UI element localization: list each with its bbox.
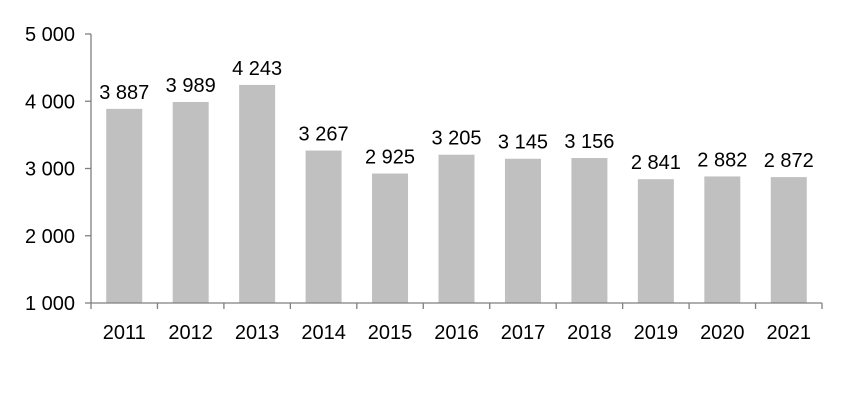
bar-2018 [571,158,608,303]
y-tick-label-5000: 5 000 [25,24,75,46]
bar-2016 [438,154,475,303]
y-tick-label-4000: 4 000 [25,91,75,113]
data-label-2013: 4 243 [232,58,282,80]
x-tick-label-2013: 2013 [235,322,280,344]
bar-2019 [637,179,674,303]
data-label-2016: 3 205 [431,128,481,150]
y-tick-label-3000: 3 000 [25,159,75,181]
data-label-2011: 3 887 [99,82,149,104]
data-label-2017: 3 145 [498,132,548,154]
data-label-2021: 2 872 [764,150,814,172]
bar-2017 [504,158,541,303]
x-tick-label-2014: 2014 [301,322,346,344]
x-tick-label-2018: 2018 [567,322,612,344]
x-axis: 2011 2012 2013 2014 2015 2016 2017 2018 2019 2020… [90,302,823,344]
data-label-2018: 3 156 [564,131,614,153]
data-label-2014: 3 267 [299,124,349,146]
x-tick-label-2015: 2015 [368,322,413,344]
bar-2013 [239,84,276,303]
x-tick-label-2016: 2016 [434,322,479,344]
data-label-2012: 3 989 [166,75,216,97]
data-label-2020: 2 882 [697,149,747,171]
x-tick-label-2019: 2019 [634,322,679,344]
data-label-2015: 2 925 [365,147,415,169]
data-label-2019: 2 841 [631,152,681,174]
x-tick-label-2021: 2021 [767,322,812,344]
bar-2014 [305,150,342,303]
x-tick-label-2017: 2017 [501,322,546,344]
data-labels-group: 3 887 3 989 4 243 3 267 2 925 3 205 3 145 3 156… [99,58,814,174]
bar-2020 [704,176,741,303]
bar-2011 [106,108,143,304]
bar-2021 [770,177,807,303]
bar-2012 [172,101,209,304]
x-tick-label-2011: 2011 [103,322,146,344]
bar-2015 [372,173,409,303]
y-tick-label-1000: 1 000 [25,293,75,315]
bars-group [106,84,807,304]
y-axis: 1 000 2 000 3 000 4 000 5 000 [25,24,92,315]
y-tick-label-2000: 2 000 [25,226,75,248]
x-tick-label-2020: 2020 [700,322,745,344]
x-tick-label-2012: 2012 [168,322,213,344]
